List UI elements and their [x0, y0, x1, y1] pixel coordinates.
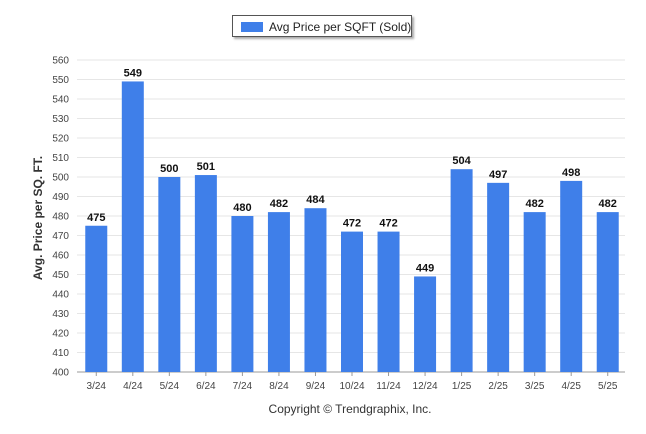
legend-swatch [241, 22, 263, 32]
bar-4-25 [560, 180, 583, 372]
y-tick-label: 430 [52, 309, 69, 320]
data-label: 480 [233, 202, 251, 214]
y-tick-label: 540 [52, 95, 69, 106]
data-label: 500 [160, 163, 178, 175]
y-tick-label: 450 [52, 270, 69, 281]
bar-5-25 [596, 212, 619, 372]
data-label: 482 [270, 198, 288, 210]
bar-6-24 [194, 175, 217, 372]
bar-8-24 [267, 212, 290, 372]
x-tick-label: 5/24 [160, 381, 180, 392]
x-tick-label: 12/24 [413, 381, 438, 392]
data-label: 449 [416, 262, 434, 274]
x-tick-label: 2/25 [488, 381, 508, 392]
bar-9-24 [304, 208, 327, 372]
y-tick-label: 490 [52, 192, 69, 203]
data-label: 497 [489, 169, 507, 181]
data-label: 482 [525, 198, 543, 210]
copyright-text: Copyright © Trendgraphix, Inc. [268, 402, 432, 416]
bar-3-24 [85, 225, 108, 372]
y-tick-label: 420 [52, 329, 69, 340]
data-label: 472 [343, 218, 361, 230]
bar-11-24 [377, 231, 400, 372]
bar-7-24 [231, 216, 254, 372]
bar-10-24 [341, 231, 363, 372]
x-tick-label: 10/24 [339, 381, 364, 392]
y-tick-label: 460 [52, 251, 69, 262]
y-tick-label: 560 [52, 56, 69, 67]
x-tick-label: 4/24 [123, 381, 143, 392]
legend-label: Avg Price per SQFT (Sold) [269, 20, 412, 34]
data-label: 549 [124, 67, 142, 79]
x-tick-label: 4/25 [561, 381, 581, 392]
x-tick-label: 8/24 [269, 381, 289, 392]
y-tick-label: 520 [52, 134, 69, 145]
data-label: 504 [452, 155, 471, 167]
y-tick-label: 510 [52, 153, 69, 164]
y-tick-label: 470 [52, 231, 69, 242]
bar-4-24 [121, 81, 144, 372]
chart-legend: Avg Price per SQFT (Sold) [232, 15, 412, 37]
y-tick-label: 500 [52, 173, 69, 184]
y-tick-label: 480 [52, 212, 69, 223]
data-label: 475 [87, 212, 105, 224]
x-tick-label: 3/25 [525, 381, 545, 392]
x-tick-label: 6/24 [196, 381, 216, 392]
y-tick-label: 530 [52, 114, 69, 125]
x-tick-label: 9/24 [306, 381, 326, 392]
data-label: 472 [379, 218, 397, 230]
data-label: 482 [599, 198, 617, 210]
x-tick-label: 5/25 [598, 381, 618, 392]
data-label: 484 [306, 194, 325, 206]
y-tick-label: 440 [52, 290, 69, 301]
bar-3-25 [523, 212, 546, 372]
bar-1-25 [450, 169, 473, 372]
data-label: 501 [197, 161, 215, 173]
bar-12-24 [414, 276, 437, 372]
x-tick-label: 11/24 [376, 381, 401, 392]
y-tick-label: 550 [52, 75, 69, 86]
x-tick-label: 7/24 [233, 381, 253, 392]
data-label: 498 [562, 167, 580, 179]
x-tick-label: 1/25 [452, 381, 472, 392]
y-tick-label: 410 [52, 348, 69, 359]
bar-5-24 [158, 177, 181, 372]
y-tick-label: 400 [52, 368, 69, 379]
bar-2-25 [487, 182, 510, 372]
x-tick-label: 3/24 [87, 381, 107, 392]
